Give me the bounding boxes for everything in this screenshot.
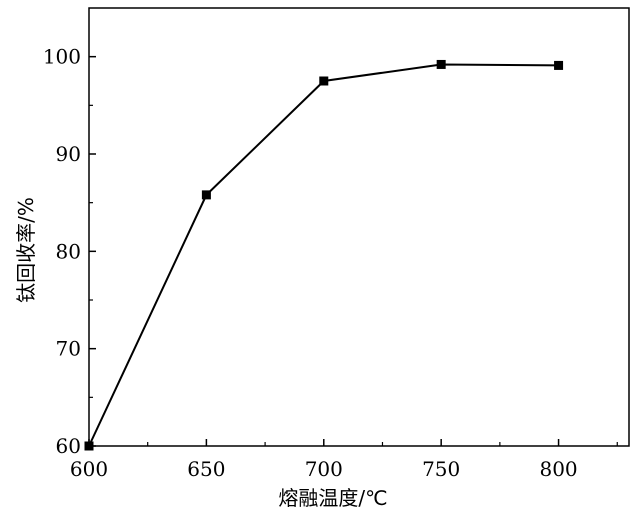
x-tick-label: 750 — [422, 457, 460, 481]
x-tick-label: 700 — [305, 457, 343, 481]
data-point — [436, 59, 446, 69]
y-tick-label: 100 — [43, 45, 81, 69]
y-tick-label: 70 — [56, 337, 81, 361]
x-axis-label: 熔融温度/℃ — [278, 486, 387, 510]
y-axis-ticks: 60 70 80 90 100 — [43, 45, 96, 458]
plot-frame — [88, 7, 630, 447]
x-tick-label: 650 — [187, 457, 225, 481]
x-axis-ticks: 600 650 700 750 800 — [70, 439, 618, 481]
y-tick-label: 60 — [56, 434, 81, 458]
data-point — [319, 76, 329, 86]
y-axis-label: 钛回收率/% — [14, 197, 38, 303]
y-tick-label: 90 — [56, 142, 81, 166]
series-layer — [84, 59, 564, 451]
x-tick-label: 800 — [539, 457, 577, 481]
plot-border — [88, 7, 630, 447]
x-tick-label: 600 — [70, 457, 108, 481]
data-point — [554, 60, 564, 70]
data-point — [201, 190, 211, 200]
y-tick-label: 80 — [56, 239, 81, 263]
data-point — [84, 441, 94, 451]
series-line — [88, 63, 559, 447]
